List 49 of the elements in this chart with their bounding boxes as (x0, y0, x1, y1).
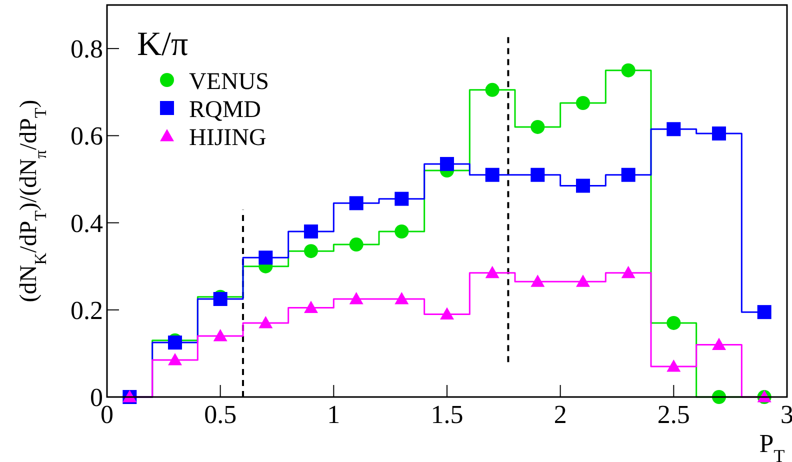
point (666, 360, 681, 372)
point (258, 250, 273, 265)
point (666, 122, 681, 136)
y-tick-label: 0.6 (70, 122, 103, 151)
point (530, 120, 545, 134)
x-axis-title: P$_{T}$ (759, 429, 785, 462)
x-tick-label: 1 (327, 400, 340, 429)
point (530, 274, 545, 287)
x-tick-label: 0.5 (204, 400, 237, 429)
y-tick-label: 0.4 (70, 208, 103, 238)
point (621, 168, 636, 182)
x-tick-label: 1.5 (430, 400, 464, 429)
point (349, 196, 364, 210)
x-tick-label: 2.5 (657, 400, 690, 429)
point (576, 274, 590, 287)
point (213, 329, 228, 342)
point (712, 126, 726, 140)
point (485, 168, 500, 182)
point (576, 96, 590, 110)
point (394, 192, 409, 206)
point (576, 178, 590, 193)
point (304, 244, 318, 258)
legend-label: HIJING (189, 125, 266, 151)
point (304, 224, 318, 238)
point (394, 292, 409, 304)
point (712, 338, 726, 350)
point (621, 266, 636, 278)
point (258, 316, 273, 328)
y-tick-label: 0.2 (70, 296, 103, 325)
x-tick-label: 2 (554, 400, 567, 429)
point (621, 63, 636, 78)
point (304, 300, 318, 313)
point (485, 82, 500, 97)
legend-label: RQMD (189, 97, 262, 123)
point (485, 266, 500, 278)
point (168, 336, 182, 350)
point (440, 156, 454, 171)
point (440, 307, 454, 320)
point (168, 352, 182, 366)
point (349, 292, 364, 304)
point (349, 238, 364, 252)
point (666, 316, 681, 330)
legend-label: VENUS (189, 69, 270, 95)
text: K/π (137, 26, 188, 63)
point (213, 292, 228, 306)
y-tick-label: 0.8 (70, 34, 103, 64)
point (530, 168, 545, 182)
point (394, 224, 409, 238)
point (757, 305, 772, 320)
